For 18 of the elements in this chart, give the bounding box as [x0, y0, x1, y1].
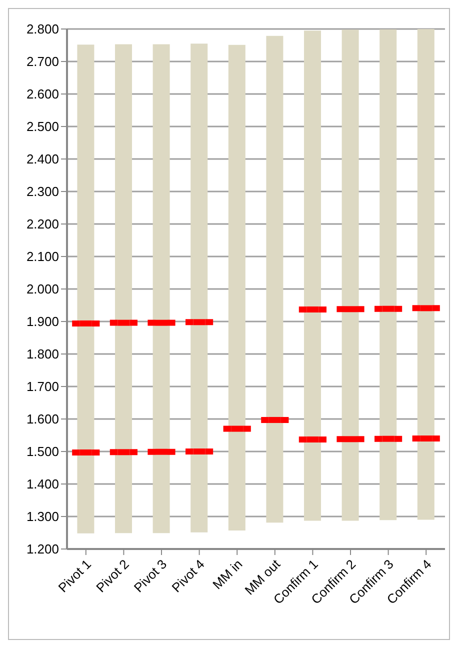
y-tick-label: 2.800 — [26, 22, 59, 37]
y-tick-label: 2.100 — [26, 249, 59, 264]
y-tick-label: 2.000 — [26, 282, 59, 297]
x-tick-label: MM in — [210, 556, 246, 592]
y-tick-label: 1.600 — [26, 412, 59, 427]
y-tick-label: 1.300 — [26, 509, 59, 524]
y-tick-label: 1.900 — [26, 314, 59, 330]
y-tick-label: 1.400 — [26, 476, 59, 492]
y-tick-label: 1.200 — [26, 542, 59, 557]
y-tick-label: 2.400 — [26, 152, 59, 167]
y-tick-label: 1.700 — [26, 379, 59, 394]
y-tick-label: 2.200 — [26, 216, 59, 232]
y-tick-label: 2.300 — [26, 184, 59, 200]
y-tick-label: 2.600 — [26, 86, 59, 102]
y-tick-label: 1.500 — [26, 444, 59, 460]
y-tick-label: 1.800 — [26, 346, 59, 362]
y-tick-label: 2.700 — [26, 54, 59, 70]
y-tick-label: 2.500 — [26, 119, 59, 134]
